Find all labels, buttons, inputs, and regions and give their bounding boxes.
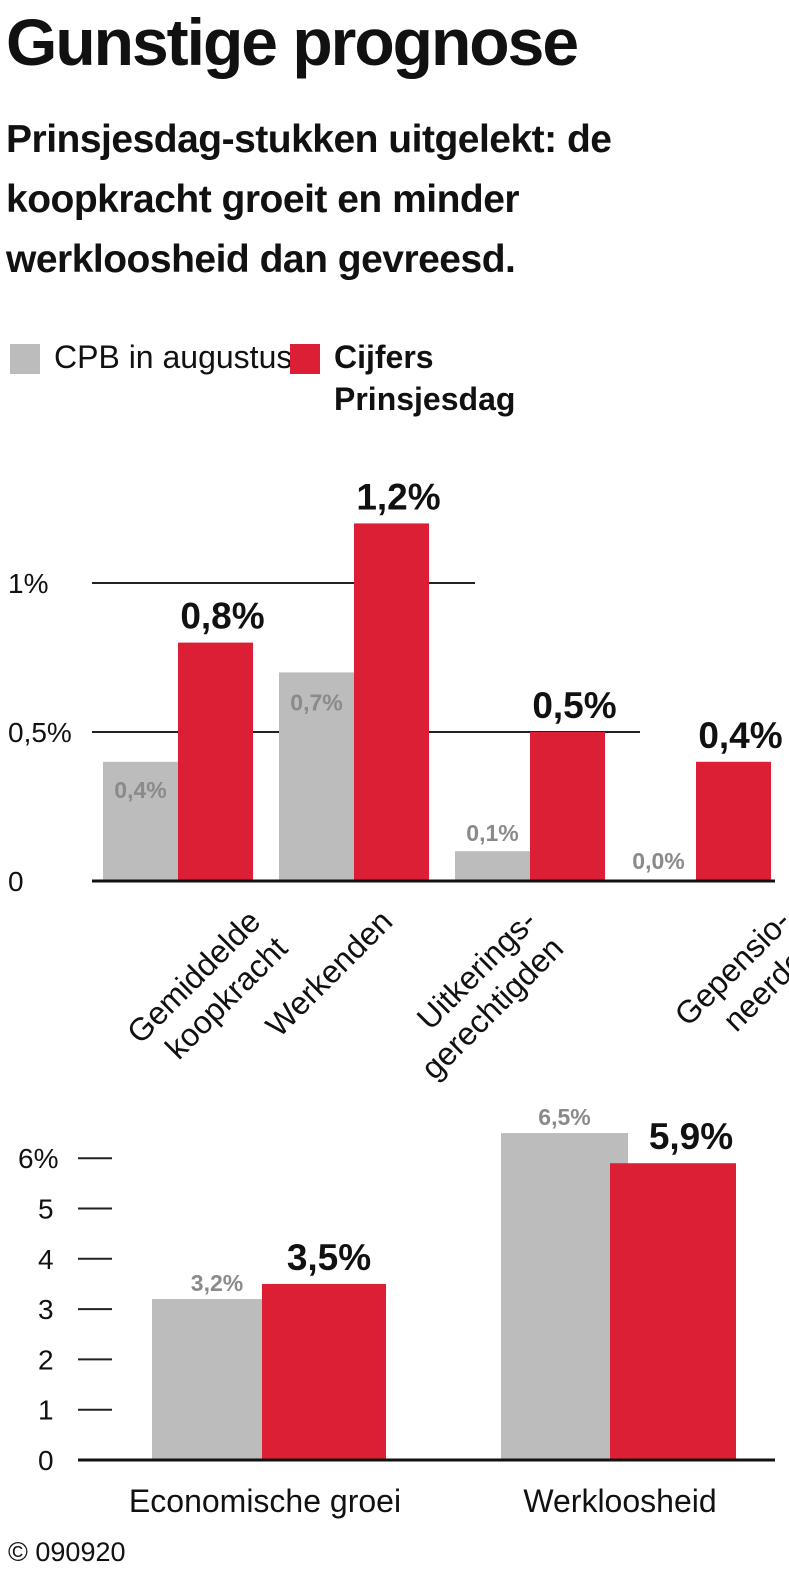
bar-prinsjesdag-0 xyxy=(178,642,253,881)
data-label-prinsjesdag-1: 1,2% xyxy=(356,476,440,517)
chart-subtitle: Prinsjesdag-stukken uitgelekt: de koopkr… xyxy=(6,118,612,281)
bar2-prinsjesdag-1 xyxy=(610,1163,736,1460)
legend-label-cpb: CPB in augustus xyxy=(54,339,293,375)
data2-label-prinsjesdag-1: 5,9% xyxy=(649,1116,733,1157)
y-tick-label-2: 1% xyxy=(8,568,48,599)
legend-swatch-cpb xyxy=(10,344,40,374)
legend-swatch-prinsjesdag xyxy=(290,344,320,374)
copyright-text: © 090920 xyxy=(8,1537,126,1567)
bar2-cpb-1 xyxy=(501,1133,628,1460)
bar-cpb-1 xyxy=(279,672,354,881)
bar-prinsjesdag-2 xyxy=(530,732,605,881)
legend-label-prinsjesdag: Cijfers Prinsjesdag xyxy=(334,339,516,417)
bar-cpb-2 xyxy=(455,851,530,881)
data2-label-prinsjesdag-0: 3,5% xyxy=(287,1237,371,1278)
data-label-cpb-2: 0,1% xyxy=(466,820,518,846)
category2-label-1: Werkloosheid xyxy=(523,1483,716,1519)
bar2-cpb-0 xyxy=(152,1299,262,1460)
y2-tick-label-2: 2 xyxy=(38,1344,54,1375)
category2-label-0: Economische groei xyxy=(129,1483,401,1519)
data-label-prinsjesdag-2: 0,5% xyxy=(532,685,616,726)
y2-tick-label-0: 0 xyxy=(38,1445,54,1476)
data2-label-cpb-1: 6,5% xyxy=(538,1104,590,1130)
koopkracht-chart: 00,5%1%0,4%0,8%0,7%1,2%0,1%0,5%0,0%0,4%G… xyxy=(8,476,789,1086)
y2-tick-label-4: 4 xyxy=(38,1244,54,1275)
data-label-cpb-1: 0,7% xyxy=(290,689,342,715)
y-tick-label-1: 0,5% xyxy=(8,717,72,748)
data-label-cpb-3: 0,0% xyxy=(632,848,684,874)
data-label-prinsjesdag-3: 0,4% xyxy=(698,715,782,756)
bar-prinsjesdag-1 xyxy=(354,523,429,881)
y2-tick-label-3: 3 xyxy=(38,1294,54,1325)
data-label-prinsjesdag-0: 0,8% xyxy=(180,596,264,637)
y-tick-label-0: 0 xyxy=(8,866,24,897)
y2-tick-label-1: 1 xyxy=(38,1395,54,1426)
data2-label-cpb-0: 3,2% xyxy=(191,1270,243,1296)
chart-title: Gunstige prognose xyxy=(6,5,579,79)
bar-prinsjesdag-3 xyxy=(696,761,771,881)
y2-tick-label-5: 5 xyxy=(38,1194,54,1225)
bar-cpb-0 xyxy=(103,761,178,881)
bar2-prinsjesdag-0 xyxy=(262,1283,386,1460)
data-label-cpb-0: 0,4% xyxy=(114,777,166,803)
y2-tick-label-6: 6% xyxy=(18,1143,58,1174)
